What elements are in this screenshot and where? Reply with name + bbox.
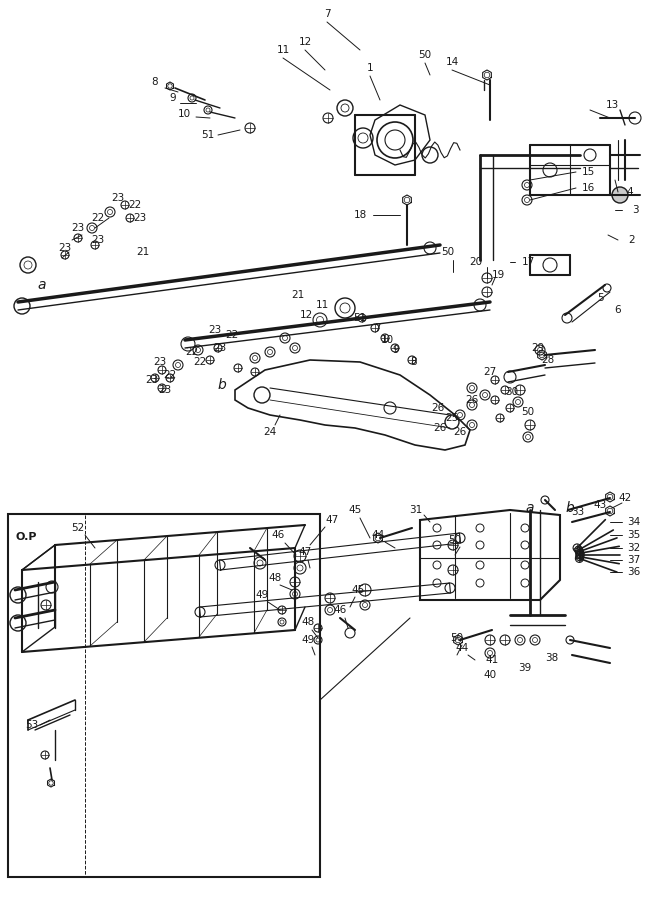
Text: 7: 7 [374,323,380,333]
Text: 49: 49 [302,635,314,645]
Text: b: b [217,378,226,392]
Text: 26: 26 [432,403,444,413]
Text: 46: 46 [333,605,347,615]
Text: 53: 53 [25,720,39,730]
Text: 10: 10 [380,335,393,345]
Text: 46: 46 [271,530,285,540]
Text: 37: 37 [628,555,641,565]
Text: 9: 9 [393,345,399,355]
Text: 12: 12 [300,310,313,320]
Text: 50: 50 [448,535,461,545]
Text: 29: 29 [531,343,545,353]
Text: O.P: O.P [16,532,38,542]
Text: 1: 1 [367,63,373,73]
Text: 23: 23 [91,235,105,245]
Text: 11: 11 [276,45,290,55]
Text: 22: 22 [164,370,177,380]
Text: 45: 45 [348,505,362,515]
Text: 50: 50 [441,247,455,257]
Text: 8: 8 [151,77,159,87]
Text: a: a [526,501,534,515]
Text: 12: 12 [298,37,312,47]
Text: 23: 23 [208,325,222,335]
Text: 9: 9 [170,93,177,103]
Text: 44: 44 [455,643,468,653]
Text: 30: 30 [505,387,518,397]
Circle shape [612,187,628,203]
Text: 17: 17 [521,257,534,267]
Text: 25: 25 [445,413,459,423]
Text: 20: 20 [470,257,483,267]
Text: 23: 23 [214,343,226,353]
Text: 47: 47 [298,547,312,557]
Text: 23: 23 [159,385,171,395]
Text: 16: 16 [582,183,595,193]
Text: 23: 23 [153,357,167,367]
Text: 3: 3 [631,205,639,215]
Text: a: a [38,278,46,292]
Text: 11: 11 [315,300,329,310]
Text: 50: 50 [450,633,463,643]
Text: 23: 23 [58,243,72,253]
Text: 22: 22 [186,347,199,357]
Text: 15: 15 [582,167,595,177]
Text: 31: 31 [410,505,422,515]
Text: 21: 21 [137,247,149,257]
Text: 8: 8 [411,357,417,367]
Text: 23: 23 [111,193,125,203]
Text: 2: 2 [629,235,635,245]
Text: 43: 43 [593,500,607,510]
Text: 19: 19 [491,270,505,280]
Text: 7: 7 [324,9,331,19]
Text: 24: 24 [263,427,277,437]
Text: 39: 39 [518,663,532,673]
Bar [8,514,320,877]
Text: 5: 5 [597,293,603,303]
Text: 22: 22 [91,213,105,223]
Text: 18: 18 [353,210,367,220]
Text: 45: 45 [351,585,365,595]
Text: 32: 32 [628,543,641,553]
Text: 47: 47 [325,515,338,525]
Text: 52: 52 [71,523,85,533]
Text: 51: 51 [353,313,367,323]
Text: 42: 42 [619,493,631,503]
Text: 23: 23 [133,213,147,223]
Text: 22: 22 [225,330,239,340]
Text: 36: 36 [628,567,641,577]
Text: 28: 28 [542,355,554,365]
Text: 50: 50 [521,407,534,417]
Text: b: b [565,501,575,515]
Text: 48: 48 [269,573,281,583]
Text: 40: 40 [483,670,496,680]
Text: 34: 34 [628,517,641,527]
Text: 10: 10 [177,109,191,119]
Text: 35: 35 [628,530,641,540]
Text: 44: 44 [371,530,384,540]
Text: 38: 38 [545,653,558,663]
Text: 14: 14 [445,57,459,67]
Text: 27: 27 [483,367,497,377]
Text: 48: 48 [302,617,314,627]
Text: 26: 26 [465,395,479,405]
Text: 13: 13 [606,100,619,110]
Text: 21: 21 [291,290,305,300]
Text: 22: 22 [193,357,206,367]
Text: 23: 23 [146,375,159,385]
Text: 26: 26 [454,427,466,437]
Text: 51: 51 [201,130,215,140]
Text: 6: 6 [615,305,621,315]
Text: 50: 50 [419,50,432,60]
Text: 23: 23 [71,223,85,233]
Text: 41: 41 [485,655,499,665]
Text: 4: 4 [627,187,633,197]
Text: 33: 33 [571,507,585,517]
Text: 22: 22 [128,200,142,210]
Text: 26: 26 [433,423,446,433]
Text: 49: 49 [256,590,269,600]
